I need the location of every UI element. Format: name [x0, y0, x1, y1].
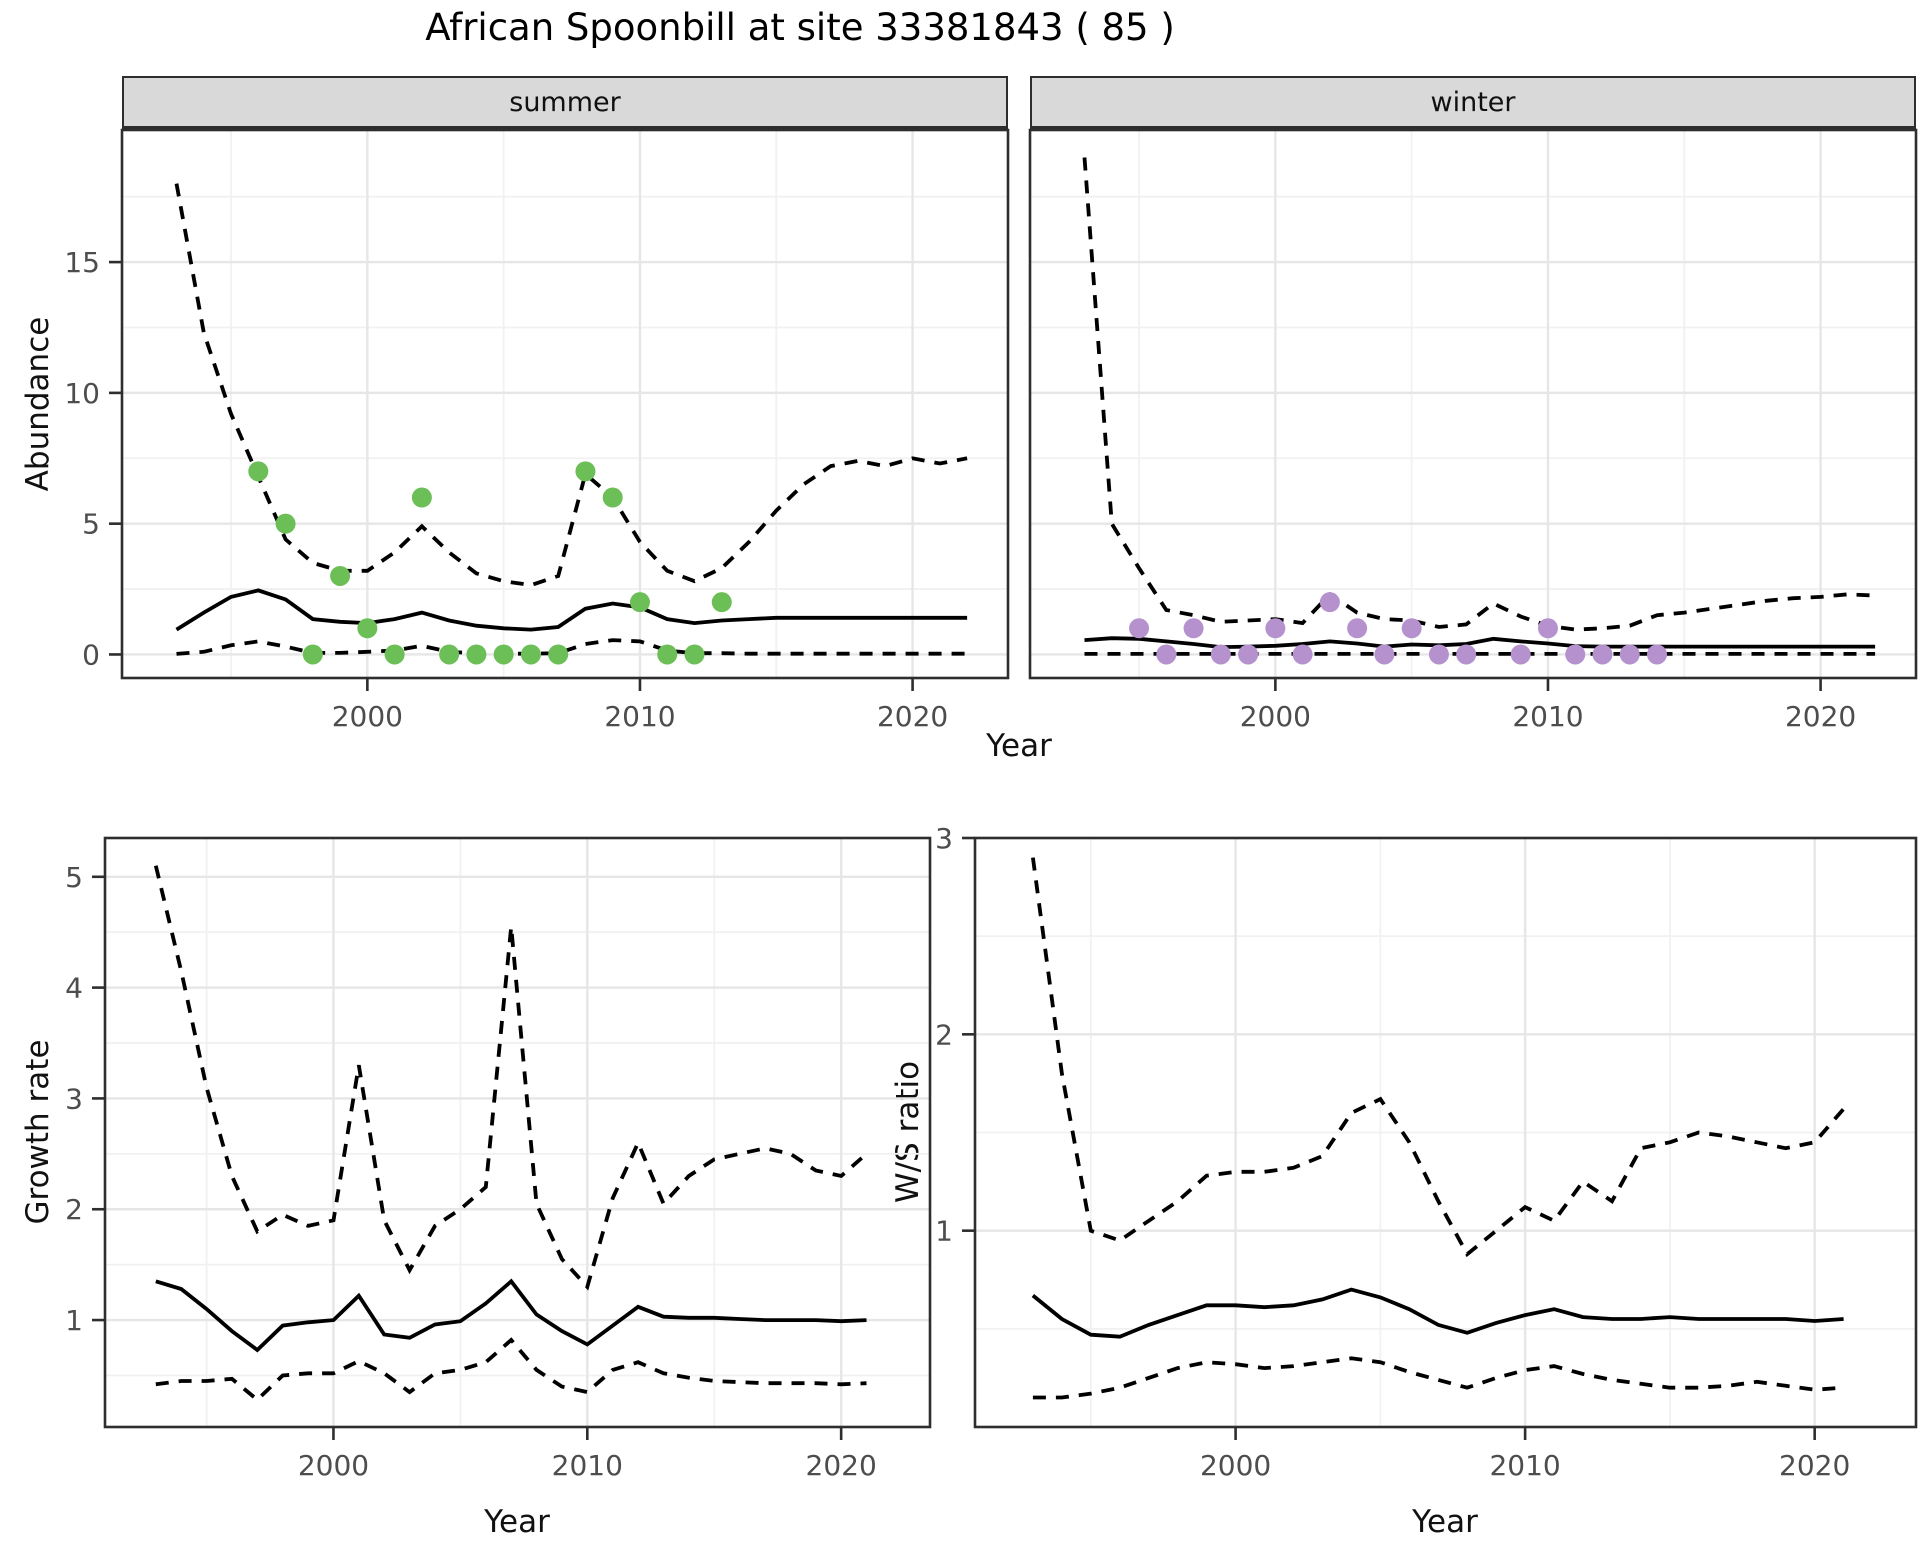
abundance-summer-observed-point [330, 565, 351, 586]
svg-text:2020: 2020 [1785, 700, 1856, 733]
abundance-summer-observed-point [602, 487, 623, 508]
svg-text:3: 3 [65, 1082, 83, 1115]
growth-rate-ci-upper [153, 865, 868, 1291]
abundance-winter-observed-point [1428, 644, 1449, 665]
abundance-summer-observed-point [684, 644, 705, 665]
svg-text:4: 4 [65, 972, 83, 1005]
abundance-winter-observed-point [1537, 618, 1558, 639]
abundance-summer-observed-point [384, 644, 405, 665]
svg-text:2010: 2010 [1489, 1449, 1560, 1482]
facet-strip-winter: winter [1030, 76, 1916, 130]
abundance-winter-observed-point [1619, 644, 1640, 665]
abundance-winter-observed-point [1210, 644, 1231, 665]
abundance-summer-observed-point [711, 592, 732, 613]
svg-text:2020: 2020 [1779, 1449, 1850, 1482]
svg-text:0: 0 [82, 638, 100, 671]
ws-ratio-panel: 2000 2010 2020 1 2 3 [935, 822, 1918, 1482]
ws-ratio-estimate-line [1031, 1287, 1844, 1339]
abundance-summer-observed-point [629, 592, 650, 613]
abundance-winter-observed-point [1647, 644, 1668, 665]
abundance-summer-observed-point [302, 644, 323, 665]
svg-text:2: 2 [65, 1193, 83, 1226]
x-axis-title-growth: Year [484, 1504, 550, 1540]
svg-text:2000: 2000 [332, 700, 403, 733]
abundance-summer-observed-point [466, 644, 487, 665]
abundance-summer-observed-point [548, 644, 569, 665]
abundance-winter-observed-point [1156, 644, 1177, 665]
chart-title: African Spoonbill at site 33381843 ( 85 … [425, 6, 1175, 49]
abundance-winter-observed-point [1265, 618, 1286, 639]
abundance-winter-observed-point [1374, 644, 1395, 665]
abundance-summer-observed-point [411, 487, 432, 508]
ws-ratio-ci-lower [1032, 1356, 1844, 1400]
abundance-summer-observed-point [493, 644, 514, 665]
abundance-summer-observed-point [275, 513, 296, 534]
svg-text:10: 10 [64, 377, 100, 410]
abundance-summer-observed-point [357, 618, 378, 639]
growth-rate-ci-lower [155, 1337, 867, 1403]
svg-text:2020: 2020 [806, 1449, 877, 1482]
svg-text:1: 1 [65, 1304, 83, 1337]
abundance-summer-fit-line [175, 588, 968, 632]
svg-text:1: 1 [935, 1215, 953, 1248]
svg-text:2000: 2000 [298, 1449, 369, 1482]
svg-text:15: 15 [64, 246, 100, 279]
abundance-summer-ci-upper [174, 183, 968, 588]
svg-text:3: 3 [935, 822, 953, 855]
facet-strip-summer-label: summer [509, 86, 621, 118]
abundance-winter-observed-point [1592, 644, 1613, 665]
abundance-summer-observed-point [657, 644, 678, 665]
facet-strip-winter-label: winter [1430, 86, 1516, 118]
abundance-winter-ci-upper [1082, 157, 1876, 632]
abundance-summer-observed-point [520, 644, 541, 665]
abundance-summer-observed-point [575, 461, 596, 482]
growth-rate-estimate-line [155, 1278, 867, 1353]
facet-strip-summer: summer [122, 76, 1008, 130]
abundance-winter-observed-point [1510, 644, 1531, 665]
abundance-summer-observed-point [248, 461, 269, 482]
abundance-winter-observed-point [1565, 644, 1586, 665]
svg-text:5: 5 [82, 508, 100, 541]
abundance-summer-panel: 2000 2010 2020 0 5 10 15 [64, 128, 1010, 733]
abundance-summer-observed-point [439, 644, 460, 665]
abundance-winter-observed-point [1319, 592, 1340, 613]
abundance-winter-panel: 2000 2010 2020 [1028, 128, 1918, 733]
abundance-winter-observed-point [1292, 644, 1313, 665]
abundance-winter-observed-point [1183, 618, 1204, 639]
abundance-summer-ci-lower [176, 638, 968, 656]
svg-text:2010: 2010 [604, 700, 675, 733]
abundance-winter-fit-line [1084, 636, 1876, 650]
abundance-winter-observed-point [1129, 618, 1150, 639]
svg-text:2010: 2010 [1512, 700, 1583, 733]
svg-text:2010: 2010 [552, 1449, 623, 1482]
abundance-winter-observed-point [1347, 618, 1368, 639]
svg-text:2000: 2000 [1240, 700, 1311, 733]
svg-text:2000: 2000 [1200, 1449, 1271, 1482]
ws-ratio-ci-upper [1031, 857, 1846, 1258]
svg-text:5: 5 [65, 861, 83, 894]
x-axis-title-ws: Year [1412, 1504, 1478, 1540]
abundance-winter-observed-point [1401, 618, 1422, 639]
growth-rate-panel: 2000 2010 2020 1 2 3 4 5 [65, 836, 932, 1482]
abundance-winter-observed-point [1456, 644, 1477, 665]
abundance-winter-observed-point [1238, 644, 1259, 665]
x-axis-title-top: Year [986, 728, 1052, 764]
svg-text:2020: 2020 [877, 700, 948, 733]
svg-text:2: 2 [935, 1018, 953, 1051]
